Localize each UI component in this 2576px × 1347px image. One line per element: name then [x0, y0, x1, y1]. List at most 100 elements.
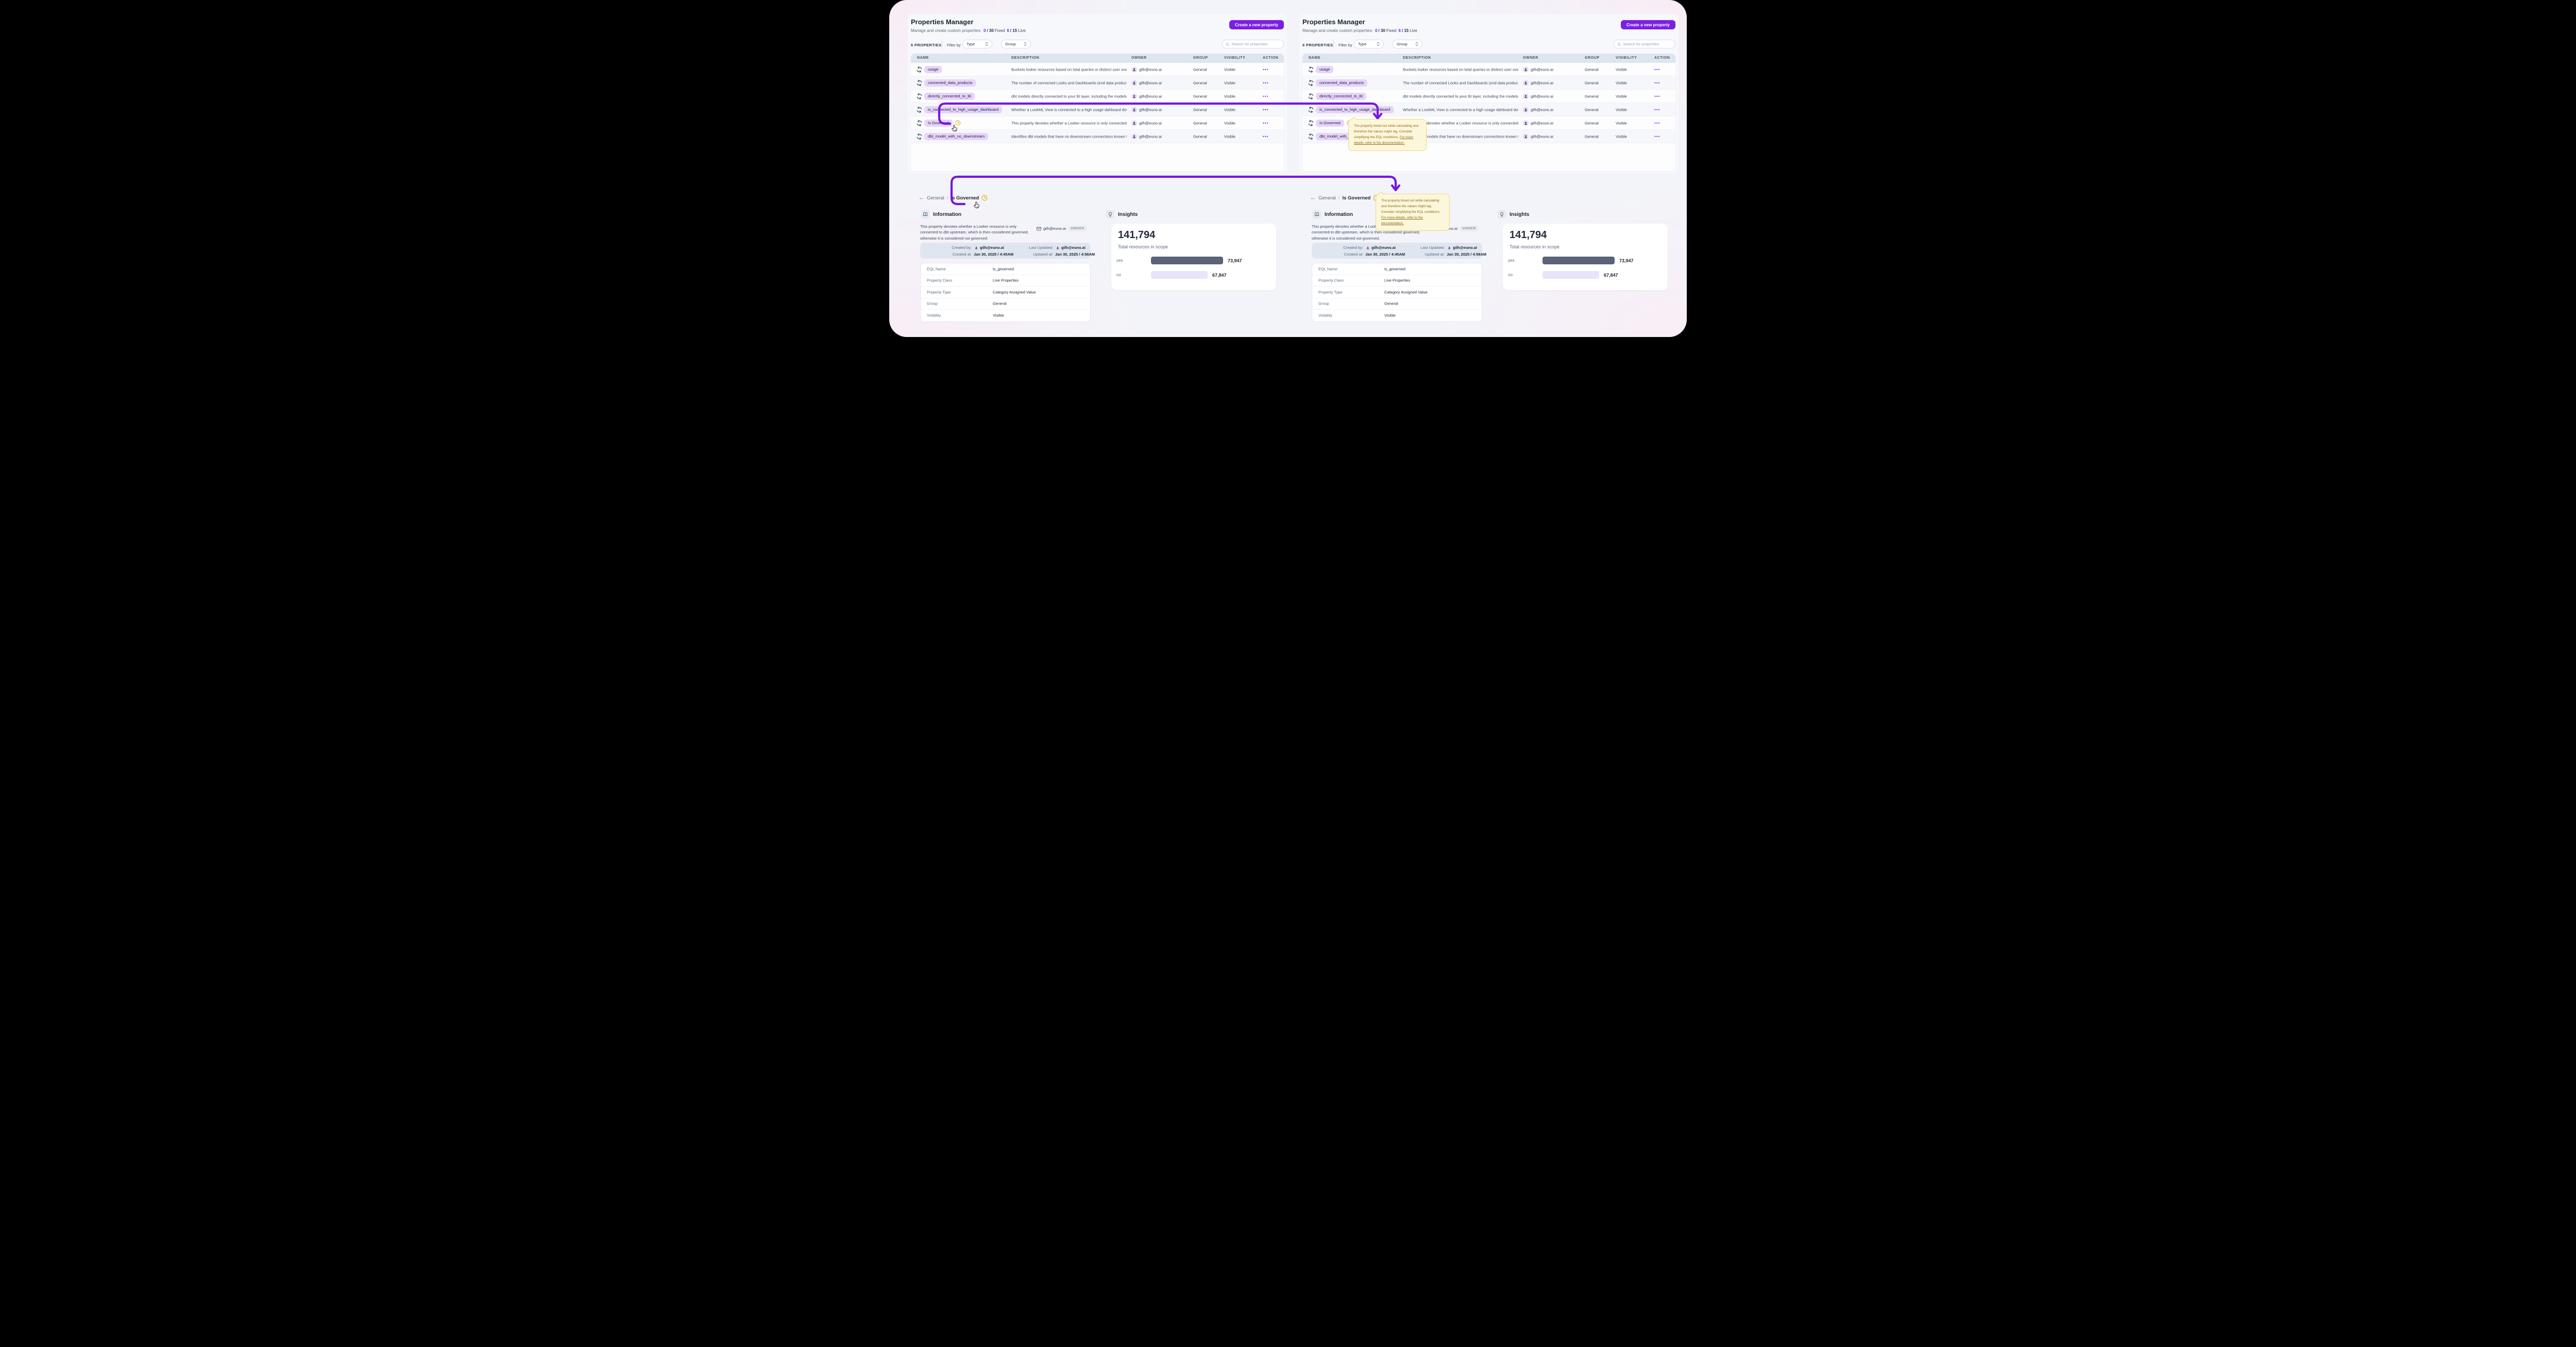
owner-cell: gilh@euno.ai — [1131, 120, 1162, 126]
group-cell: General — [1585, 94, 1599, 98]
property-name-badge[interactable]: connected_data_products — [924, 79, 976, 87]
owner-cell: gilh@euno.ai — [1131, 133, 1162, 139]
property-name-badge[interactable]: dbt_model_with_no_downstream — [924, 132, 989, 140]
type-filter-select[interactable]: Type — [1354, 40, 1384, 48]
table-row[interactable]: is_connected_to_high_usage_dashboard Whe… — [1302, 103, 1675, 116]
search-box[interactable] — [1222, 40, 1284, 48]
row-actions-button[interactable]: ••• — [1263, 134, 1269, 139]
table-row[interactable]: dbt_model_with_no_downstream Identifies … — [911, 130, 1284, 143]
last-updated-label: Last Updated: — [1420, 245, 1445, 250]
create-property-button[interactable]: Create a new property — [1620, 20, 1675, 29]
row-actions-button[interactable]: ••• — [1654, 121, 1660, 125]
group-cell: General — [1585, 80, 1599, 85]
breadcrumb-group[interactable]: General — [927, 195, 944, 201]
property-name-badge[interactable]: is_connected_to_high_usage_dashboard — [1316, 106, 1394, 113]
table-row[interactable]: Is Governed This property denotes whethe… — [911, 116, 1284, 130]
table-row[interactable]: is_connected_to_high_usage_dashboard Whe… — [911, 103, 1284, 116]
total-resources-label: Total resources in scope — [1510, 244, 1560, 249]
avatar — [1523, 80, 1529, 86]
table-row[interactable]: directly_connected_to_BI dbt models dire… — [911, 90, 1284, 103]
row-actions-button[interactable]: ••• — [1654, 94, 1660, 98]
row-actions-button[interactable]: ••• — [1654, 107, 1660, 112]
person-icon — [1524, 122, 1527, 125]
field-row: Group General — [921, 298, 1090, 310]
table-row[interactable]: connected_data_products The number of co… — [911, 76, 1284, 90]
property-name-badge[interactable]: usage — [924, 65, 942, 73]
properties-count: 6 PROPERTIES — [1302, 43, 1333, 47]
field-label: Visibility — [927, 313, 941, 318]
owner-cell: gilh@euno.ai — [1131, 66, 1162, 72]
information-section-header: Information — [1313, 210, 1353, 218]
group-filter-select[interactable]: Group — [1393, 40, 1422, 48]
field-label: Property Class — [1318, 278, 1344, 283]
property-name-badge[interactable]: directly_connected_to_BI — [924, 92, 975, 100]
type-filter-value: Type — [1358, 42, 1367, 46]
live-used-count: 6 — [1398, 28, 1401, 33]
last-updated-label: Last Updated: — [1029, 245, 1053, 250]
bar-row-yes: yes 73,947 — [1503, 257, 1668, 265]
canvas: Properties Manager Manage and create cus… — [889, 0, 1687, 337]
property-name-badge[interactable]: directly_connected_to_BI — [1316, 92, 1367, 100]
property-name-badge[interactable]: Is Governed — [1316, 119, 1344, 127]
field-row: Visibility Visible — [1312, 310, 1482, 322]
documentation-link[interactable]: For more details, refer to the documenta… — [1381, 215, 1423, 225]
row-actions-button[interactable]: ••• — [1263, 107, 1269, 112]
avatar — [1055, 245, 1060, 250]
row-actions-button[interactable]: ••• — [1654, 80, 1660, 85]
clock-icon[interactable] — [981, 195, 988, 201]
group-filter-select[interactable]: Group — [1001, 40, 1031, 48]
created-by-value: gilh@euno.ai — [1365, 245, 1396, 250]
property-name-cell: Is Governed — [1316, 119, 1352, 127]
table-body: usage Buckets looker resources based on … — [911, 63, 1284, 143]
insights-card: 141,794 Total resources in scope yes 73,… — [1111, 224, 1276, 290]
avatar — [974, 245, 978, 250]
group-cell: General — [1585, 67, 1599, 72]
avatar — [1131, 93, 1137, 99]
property-name-badge[interactable]: Is Governed — [924, 119, 953, 127]
property-name-badge[interactable]: usage — [1316, 65, 1334, 73]
table-row[interactable]: connected_data_products The number of co… — [1302, 76, 1675, 90]
clock-icon[interactable] — [955, 120, 961, 126]
no-value: 67,847 — [1212, 272, 1227, 278]
property-description: Identifies dbt models that have no downs… — [1011, 134, 1127, 139]
back-arrow-icon[interactable]: ← — [1310, 195, 1316, 201]
breadcrumb: ← General / Is Governed — [1310, 195, 1379, 201]
search-box[interactable] — [1614, 40, 1675, 48]
updated-at-value: Jan 30, 2025 / 4:58AM — [1055, 252, 1095, 257]
avatar — [1131, 66, 1137, 72]
row-actions-button[interactable]: ••• — [1654, 134, 1660, 139]
visibility-cell: Visible — [1616, 80, 1627, 85]
row-actions-button[interactable]: ••• — [1263, 121, 1269, 125]
avatar — [1365, 245, 1370, 250]
owner-line: gilh@euno.ai OWNER — [1037, 226, 1087, 231]
yes-bar — [1543, 257, 1615, 264]
table-header: NAME DESCRIPTION OWNER GROUP VISIBILITY … — [911, 54, 1284, 63]
created-by-email: gilh@euno.ai — [980, 245, 1004, 250]
property-name-badge[interactable]: connected_data_products — [1316, 79, 1368, 87]
person-icon — [1133, 81, 1136, 85]
created-by-email: gilh@euno.ai — [1371, 245, 1396, 250]
property-description: Identifies dbt models that have no downs… — [1403, 134, 1518, 139]
search-input[interactable] — [1623, 42, 1672, 46]
row-actions-button[interactable]: ••• — [1654, 67, 1660, 72]
type-filter-select[interactable]: Type — [962, 40, 992, 48]
breadcrumb: ← General / Is Governed — [919, 195, 988, 201]
row-actions-button[interactable]: ••• — [1263, 80, 1269, 85]
search-input[interactable] — [1231, 42, 1280, 46]
back-arrow-icon[interactable]: ← — [919, 195, 924, 201]
table-row[interactable]: usage Buckets looker resources based on … — [1302, 63, 1675, 76]
row-actions-button[interactable]: ••• — [1263, 67, 1269, 72]
chevron-up-down-icon — [1377, 42, 1380, 46]
table-row[interactable]: directly_connected_to_BI dbt models dire… — [1302, 90, 1675, 103]
property-name-badge[interactable]: is_connected_to_high_usage_dashboard — [924, 106, 1003, 113]
property-long-description: This property denotes whether a Looker r… — [920, 224, 1029, 241]
owner-cell: gilh@euno.ai — [1523, 93, 1553, 99]
breadcrumb-group[interactable]: General — [1318, 195, 1336, 201]
filter-by-label: Filter by — [947, 43, 961, 47]
table-row[interactable]: usage Buckets looker resources based on … — [911, 63, 1284, 76]
documentation-link[interactable]: For more details, refer to the documenta… — [1354, 135, 1413, 145]
page-title: Properties Manager — [1302, 18, 1365, 26]
create-property-button[interactable]: Create a new property — [1229, 20, 1284, 29]
avatar — [1131, 107, 1137, 112]
row-actions-button[interactable]: ••• — [1263, 94, 1269, 98]
